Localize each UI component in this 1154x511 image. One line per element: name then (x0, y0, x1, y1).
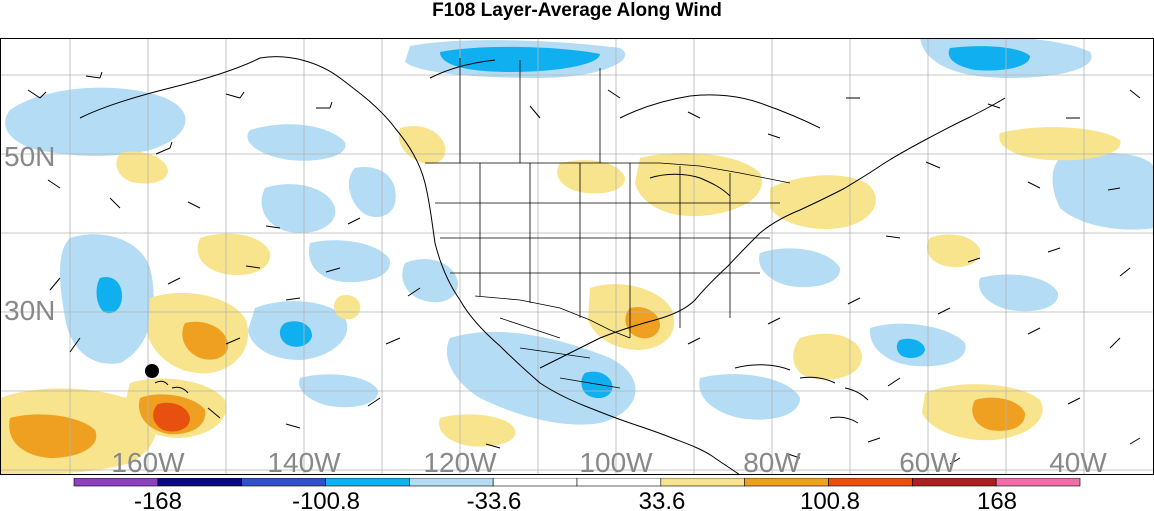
anomaly-positive (398, 126, 446, 165)
colorbar-swatch (409, 478, 494, 487)
anomaly-positive (793, 333, 862, 380)
anomaly-positive (999, 127, 1121, 161)
lon-label: 40W (1049, 447, 1107, 475)
lon-label: 160W (111, 447, 185, 475)
anomaly-positive (557, 160, 625, 194)
colorbar-swatch (660, 478, 745, 487)
anomaly-negative (440, 46, 600, 72)
color-legend-swatches (73, 478, 1081, 487)
lat-lon-grid (0, 38, 1154, 475)
shaded-anomalies (0, 38, 1154, 475)
colorbar-swatch (157, 478, 242, 487)
colorbar-swatch (576, 478, 662, 487)
lat-label: 50N (4, 141, 55, 172)
anomaly-negative (896, 338, 925, 358)
colorbar-swatch (492, 478, 578, 487)
latitude-labels: 50N 30N (4, 141, 55, 326)
anomaly-negative (348, 167, 396, 218)
political-boundaries (425, 58, 791, 389)
colorbar-swatch (995, 478, 1081, 487)
anomaly-negative (979, 274, 1059, 312)
color-legend-labels: -168 -100.8 -33.6 33.6 100.8 168 (134, 488, 1017, 511)
longitude-labels: 160W 140W 120W 100W 80W 60W 40W (111, 447, 1107, 475)
anomaly-negative (5, 87, 186, 156)
anomaly-positive (9, 414, 97, 458)
weather-map: 50N 30N 160W 140W 120W 100W 80W 60W 40W (0, 38, 1154, 475)
hawaii-marker (145, 364, 159, 378)
coastlines (79, 56, 1006, 475)
color-legend: -168 -100.8 -33.6 33.6 100.8 168 (73, 478, 1081, 511)
anomaly-positive (439, 414, 516, 447)
lon-label: 60W (899, 447, 957, 475)
colorbar-label: -100.8 (292, 488, 360, 511)
lon-label: 140W (267, 447, 341, 475)
anomaly-negative (247, 124, 346, 161)
colorbar-label: -33.6 (467, 488, 522, 511)
anomaly-negative (581, 371, 613, 399)
anomaly-positive (182, 321, 229, 360)
lat-label: 30N (4, 295, 55, 326)
anomaly-negative (309, 240, 391, 283)
anomaly-negative (699, 374, 800, 420)
anomaly-negative (1052, 152, 1154, 230)
anomaly-positive (197, 233, 271, 276)
anomaly-positive (972, 397, 1026, 431)
anomaly-positive (926, 234, 981, 268)
anomaly-negative (948, 46, 1030, 71)
colorbar-label: 168 (977, 488, 1017, 511)
anomaly-negative (759, 248, 841, 288)
anomaly-negative (261, 184, 336, 233)
anomaly-negative (446, 331, 636, 425)
anomaly-positive (770, 175, 876, 229)
colorbar-swatch (912, 478, 997, 487)
colorbar-label: 100.8 (800, 488, 860, 511)
colorbar-swatch (73, 478, 159, 487)
lon-label: 120W (423, 447, 497, 475)
map-title: F108 Layer-Average Along Wind (432, 0, 722, 21)
anomaly-positive (334, 294, 361, 320)
lon-label: 80W (743, 447, 801, 475)
colorbar-swatch (828, 478, 913, 487)
anomaly-positive (153, 402, 190, 432)
wind-barbs (27, 71, 1141, 465)
anomaly-positive (116, 151, 168, 184)
colorbar-swatch (325, 478, 410, 487)
lon-label: 100W (579, 447, 653, 475)
colorbar-swatch (744, 478, 829, 487)
colorbar-swatch (241, 478, 326, 487)
anomaly-positive (625, 307, 660, 339)
colorbar-label: -168 (134, 488, 182, 511)
anomaly-negative (96, 276, 122, 314)
colorbar-label: 33.6 (639, 488, 686, 511)
